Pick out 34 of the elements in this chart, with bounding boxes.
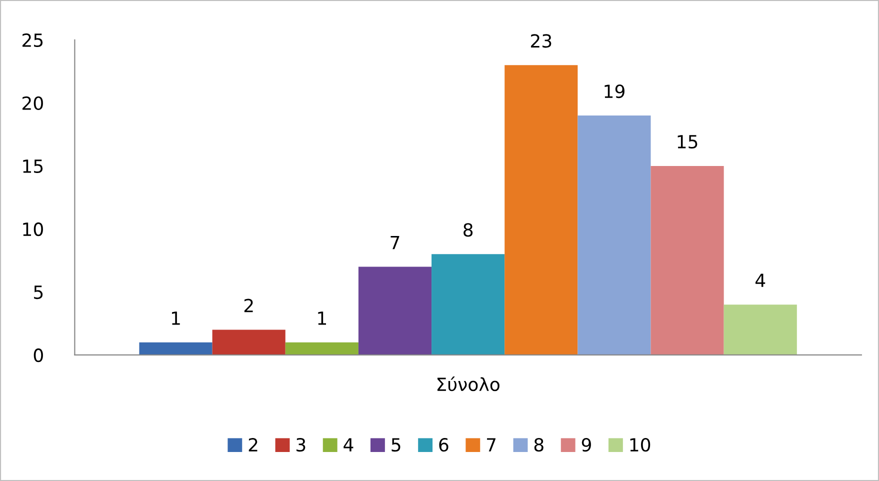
y-tick-label: 25 (22, 33, 43, 48)
data-label: 4 (756, 274, 766, 287)
legend-label: 4 (344, 438, 354, 452)
bar (139, 342, 212, 355)
y-tick-label: 15 (23, 160, 43, 174)
bar (724, 304, 797, 355)
data-label: 2 (244, 298, 253, 312)
y-tick-label: 20 (22, 96, 43, 110)
legend-label: 9 (582, 438, 591, 452)
legend-label: 6 (439, 438, 448, 452)
legend-label: 10 (630, 438, 650, 452)
data-label: 23 (530, 34, 552, 48)
legend-label: 5 (392, 438, 400, 452)
bar (578, 116, 651, 355)
data-label: 1 (172, 312, 180, 325)
bar (650, 166, 724, 355)
legend-label: 8 (534, 438, 544, 452)
data-label: 15 (678, 135, 698, 149)
bar (504, 65, 578, 355)
bar (285, 342, 358, 355)
y-tick-label: 10 (23, 222, 43, 236)
legend-label: 3 (296, 438, 306, 452)
data-label: 8 (464, 223, 473, 237)
data-label: 1 (318, 312, 326, 325)
bar (432, 254, 505, 355)
x-tick-label: Σύνολο (437, 376, 500, 392)
bar (358, 266, 432, 355)
bar (212, 330, 286, 355)
legend-label: 7 (487, 438, 496, 452)
data-label: 7 (390, 236, 400, 250)
y-tick-label: 0 (34, 348, 43, 362)
y-tick-label: 5 (34, 286, 43, 300)
legend-label: 2 (248, 438, 258, 452)
data-label: 19 (604, 84, 624, 98)
